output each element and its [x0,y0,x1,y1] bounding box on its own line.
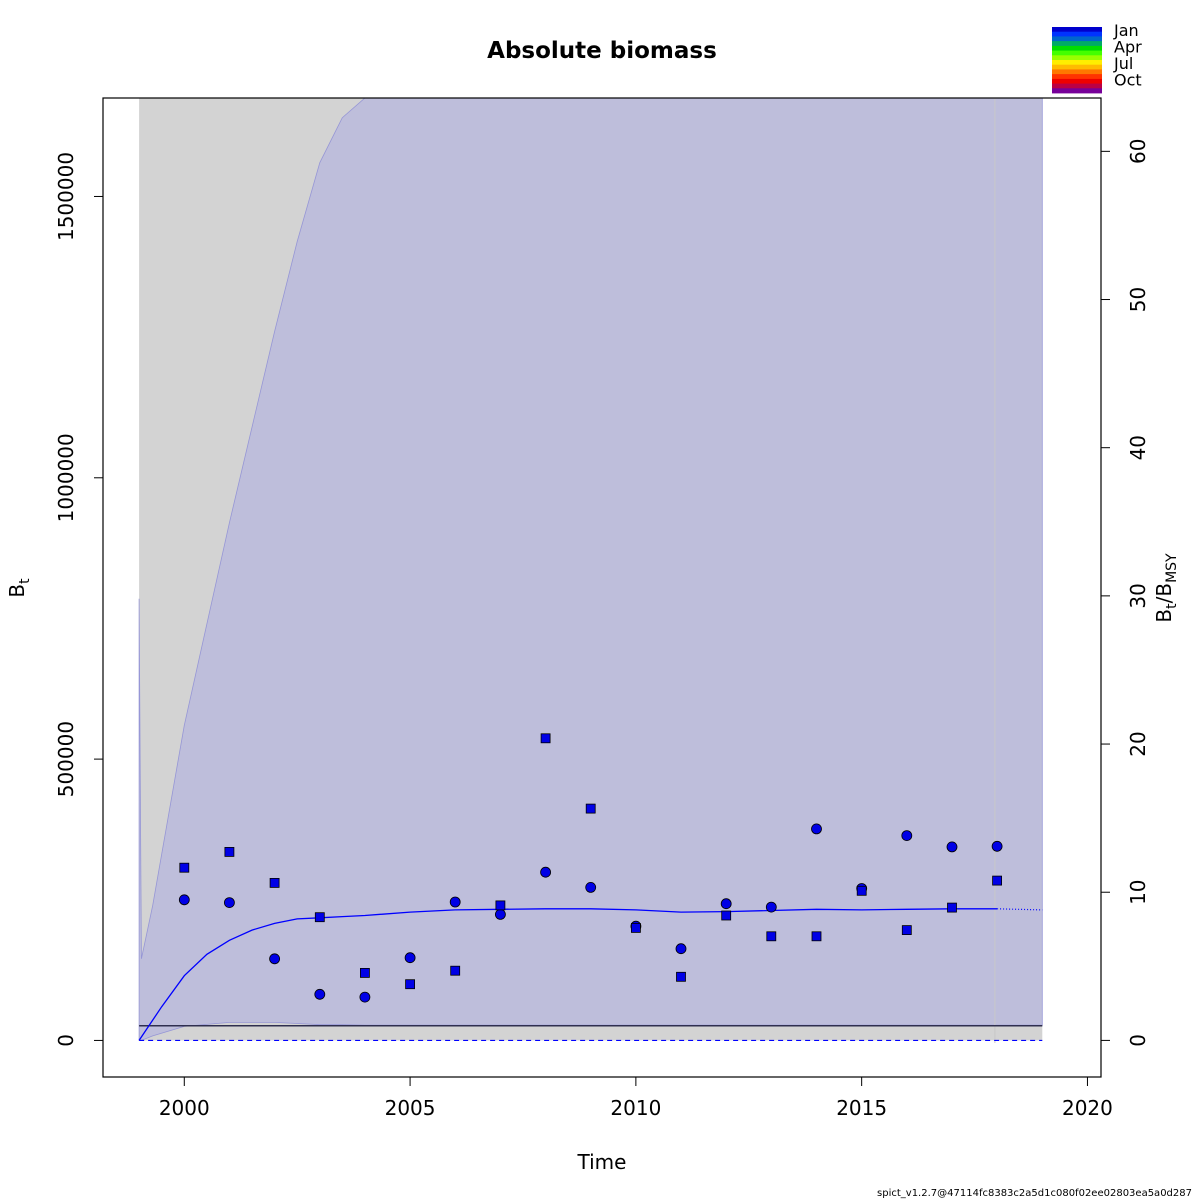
legend-color-swatch [1052,41,1102,47]
index-1-point [223,897,235,908]
index-2-point [359,968,370,978]
chart-title: Absolute biomass [487,38,717,64]
index-1-point [765,901,777,913]
index-1-point [901,830,913,841]
legend-label: Apr [1114,38,1142,57]
y2-tick-label: 60 [1126,139,1150,164]
index-1-point [494,909,506,920]
y-axis-right: 0 10 20 30 40 50 60 [1101,139,1150,1047]
index-points [178,733,1003,1003]
index-1-point [585,882,597,893]
x-tick-label: 2010 [610,1096,661,1120]
y-tick-label: 0 [54,1034,78,1047]
index-1-point [449,896,461,908]
index-2-point [856,885,867,896]
index-1-point [404,952,416,964]
index-2-point [901,925,912,935]
legend-color-swatch [1052,50,1102,56]
y-tick-label: 1000000 [54,433,78,522]
legend-label: Jan [1113,21,1139,40]
x-axis-label: Time [577,1150,627,1174]
x-tick-label: 2020 [1062,1096,1113,1120]
y-axis-label: Bt [5,578,33,598]
y2-tick-label: 20 [1126,731,1150,756]
index-1-point [720,898,732,910]
biomass-estimate-line [138,908,998,1041]
y-axis-left: 0 500000 1000000 1500000 [54,152,103,1047]
y2-tick-label: 0 [1126,1034,1150,1047]
index-1-point [178,894,190,906]
index-2-point [405,979,416,990]
inner-confidence-band [138,98,1043,1041]
y-tick-label: 500000 [54,721,78,797]
legend-color-swatch [1052,88,1102,94]
legend-color-swatch [1052,31,1102,37]
index-2-point [992,875,1002,886]
x-tick-label: 2005 [385,1096,436,1120]
legend-color-swatch [1052,55,1102,61]
y2-tick-label: 40 [1126,435,1150,460]
legend-color-swatch [1052,83,1102,89]
index-2-point [721,910,732,921]
index-2-point [269,878,280,888]
index-1-point [675,943,687,955]
x-tick-label: 2000 [159,1096,210,1120]
index-2-point [811,931,822,942]
index-2-point [179,862,190,873]
legend-color-swatch [1052,74,1102,80]
y2-axis-label: Bt/BMSY [1152,553,1180,623]
index-2-point [314,912,325,923]
x-axis: 2000 2005 2010 2015 2020 [159,1076,1113,1120]
y2-tick-label: 10 [1126,879,1150,904]
version-footer: spict_v1.2.7@47114fc8383c2a5d1c080f02ee0… [877,1188,1192,1199]
index-2-point [766,931,777,942]
index-2-point [450,965,461,976]
y-tick-label: 1500000 [54,152,78,241]
index-1-point [359,991,371,1003]
index-1-point [811,823,822,835]
index-2-point [224,847,235,857]
index-1-point [540,866,551,878]
legend-label: Jul [1113,54,1133,73]
index-2-point [585,803,596,814]
legend-color-swatch [1052,60,1102,66]
index-1-point [314,988,326,1000]
index-1-point [269,953,281,965]
confidence-bands [138,98,1043,1041]
index-2-point [495,900,506,911]
x-tick-label: 2015 [836,1096,887,1120]
index-2-point [631,923,641,933]
legend-label: Oct [1114,71,1142,90]
index-2-point [676,971,686,982]
legend-color-swatch [1052,36,1102,42]
legend-color-swatch [1052,27,1102,33]
index-1-point [946,841,958,853]
y2-tick-label: 50 [1126,287,1150,312]
legend-color-swatch [1052,69,1102,75]
legend-color-swatch [1052,78,1102,84]
index-1-point [991,840,1003,852]
index-2-point [947,902,957,913]
legend-color-swatch [1052,64,1102,70]
index-2-point [540,733,551,744]
y2-tick-label: 30 [1126,583,1150,608]
legend-color-swatch [1052,45,1102,51]
